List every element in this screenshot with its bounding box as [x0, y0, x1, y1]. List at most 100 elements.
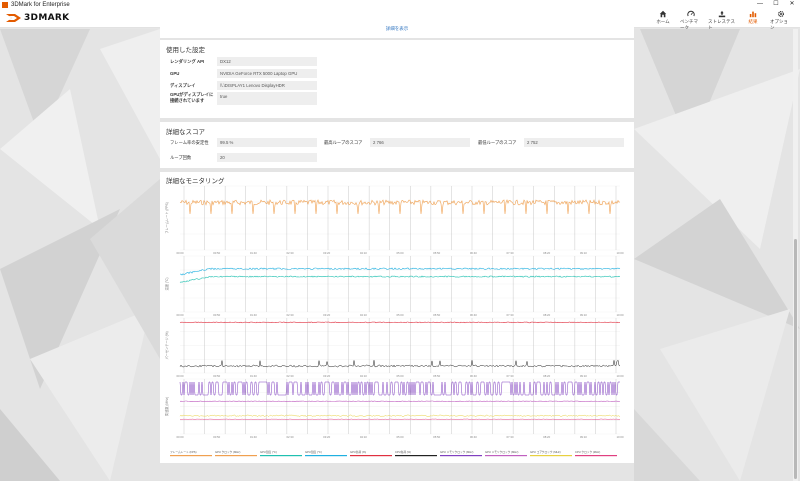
nav-label: ストレステスト	[708, 19, 735, 30]
y-axis-label: 周波数 (MHz)	[164, 397, 169, 416]
x-tick-label: 07:30	[507, 313, 514, 317]
cpu-load-series	[179, 359, 621, 368]
x-tick-label: 00:00	[177, 313, 184, 317]
window-titlebar: 3DMark for Enterprise — ☐ ✕	[0, 0, 800, 9]
legend-swatch	[440, 455, 482, 457]
settings-title: 使用した設定	[166, 47, 205, 54]
x-tick-label: 01:40	[250, 374, 257, 378]
scores-title: 詳細なスコア	[166, 129, 205, 136]
window-title: 3DMark for Enterprise	[11, 1, 70, 8]
legend-label: GPU コアクロック (MHz)	[530, 450, 561, 454]
x-tick-label: 05:50	[433, 435, 440, 439]
x-tick-label: 07:30	[507, 374, 514, 378]
nav-label: 結果	[748, 19, 758, 24]
nav-results[interactable]: 結果	[742, 10, 764, 31]
close-icon[interactable]: ✕	[789, 1, 795, 7]
x-tick-label: 01:40	[250, 313, 257, 317]
gpu-core-clock-series	[179, 414, 621, 417]
legend-swatch	[260, 455, 302, 457]
y-axis-label: パーセンテージ (%)	[164, 331, 169, 359]
x-tick-label: 02:30	[287, 435, 294, 439]
x-tick-label: 10:00	[617, 374, 624, 378]
minimize-icon[interactable]: —	[757, 1, 763, 7]
x-tick-label: 00:50	[213, 313, 220, 317]
x-tick-label: 00:50	[213, 251, 220, 255]
x-tick-label: 06:40	[470, 435, 477, 439]
nav-benchmark[interactable]: ベンチマーク	[680, 10, 702, 31]
x-tick-label: 08:20	[543, 435, 550, 439]
x-tick-label: 02:30	[287, 251, 294, 255]
x-tick-label: 04:10	[360, 251, 367, 255]
x-tick-label: 08:20	[543, 374, 550, 378]
x-tick-label: 08:20	[543, 251, 550, 255]
x-tick-label: 04:10	[360, 435, 367, 439]
nav-options[interactable]: オプション	[770, 10, 792, 31]
legend-label: GPU メモリクロック (MHz)	[440, 450, 474, 454]
x-tick-label: 00:00	[177, 251, 184, 255]
x-tick-label: 06:40	[470, 251, 477, 255]
x-tick-label: 02:30	[287, 374, 294, 378]
x-tick-label: 02:30	[287, 313, 294, 317]
x-tick-label: 00:00	[177, 374, 184, 378]
setting-value: true	[217, 92, 317, 105]
maximize-icon[interactable]: ☐	[773, 1, 779, 7]
gpu-load-series	[179, 321, 621, 324]
nav-home[interactable]: ホーム	[652, 10, 674, 31]
frame-stability-label: フレーム率の安定性	[170, 140, 209, 145]
x-tick-label: 03:20	[323, 374, 330, 378]
scrollbar[interactable]	[793, 29, 798, 481]
legend-label: GPU温度 (°C)	[260, 450, 277, 454]
legend-label: GPU負荷 (%)	[350, 450, 366, 454]
x-tick-label: 05:00	[397, 251, 404, 255]
legend-label: CPU クロック (MHz)	[575, 450, 600, 454]
gpu-memory-clock-2-series	[179, 400, 621, 402]
nav-stress-test[interactable]: ストレステスト	[708, 10, 736, 31]
scores-panel: 詳細なスコア フレーム率の安定性 99.5 % 最高ループのスコア 2 766 …	[160, 122, 634, 168]
x-tick-label: 04:10	[360, 374, 367, 378]
legend-label: GPU温度 (°C)	[305, 450, 322, 454]
nav-label: オプション	[770, 19, 788, 30]
show-details-link[interactable]: 詳細を表示	[385, 26, 409, 31]
bar-chart-icon	[749, 11, 757, 18]
x-tick-label: 05:50	[433, 374, 440, 378]
x-tick-label: 09:10	[580, 251, 587, 255]
logo: 3DMARK	[6, 11, 69, 25]
x-tick-label: 05:50	[433, 313, 440, 317]
x-tick-label: 04:10	[360, 313, 367, 317]
x-tick-label: 03:20	[323, 435, 330, 439]
scrollbar-thumb[interactable]	[794, 239, 797, 479]
cpu-temp-series	[179, 275, 621, 283]
y-axis-label: 温度 (°C)	[164, 278, 169, 291]
gpu-temp-series	[179, 267, 621, 276]
nav-label: ホーム	[656, 19, 670, 24]
setting-value: \\.\DISPLAY1 Lenovo DisplayHDR	[217, 81, 317, 90]
legend-swatch	[395, 455, 437, 457]
worst-loop-value: 2 752	[524, 138, 624, 147]
setting-value: NVIDIA GeForce RTX 5000 Laptop GPU	[217, 69, 317, 78]
x-tick-label: 00:00	[177, 435, 184, 439]
y-axis-label: フレームレート (FPS)	[164, 202, 169, 233]
legend-swatch	[485, 455, 527, 457]
legend-swatch	[170, 455, 212, 457]
legend-label: CPU負荷 (%)	[395, 450, 411, 454]
x-tick-label: 10:00	[617, 435, 624, 439]
window-controls: — ☐ ✕	[752, 0, 800, 9]
x-tick-label: 09:10	[580, 374, 587, 378]
x-tick-label: 03:20	[323, 251, 330, 255]
x-tick-label: 06:40	[470, 374, 477, 378]
gear-icon	[777, 10, 785, 18]
home-icon	[659, 10, 667, 18]
best-loop-value: 2 766	[370, 138, 470, 147]
logo-mark-icon	[6, 14, 21, 22]
top-panel: 詳細を表示	[160, 20, 634, 38]
x-tick-label: 09:10	[580, 435, 587, 439]
x-tick-label: 06:40	[470, 313, 477, 317]
setting-label: レンダリング API	[170, 59, 205, 64]
legend-swatch	[215, 455, 257, 457]
x-tick-label: 07:30	[507, 251, 514, 255]
x-tick-label: 05:00	[397, 435, 404, 439]
legend-label: GPU クロック (MHz)	[215, 450, 240, 454]
nav-label: ベンチマーク	[680, 19, 698, 30]
setting-value: DX12	[217, 57, 317, 66]
x-tick-label: 10:00	[617, 251, 624, 255]
